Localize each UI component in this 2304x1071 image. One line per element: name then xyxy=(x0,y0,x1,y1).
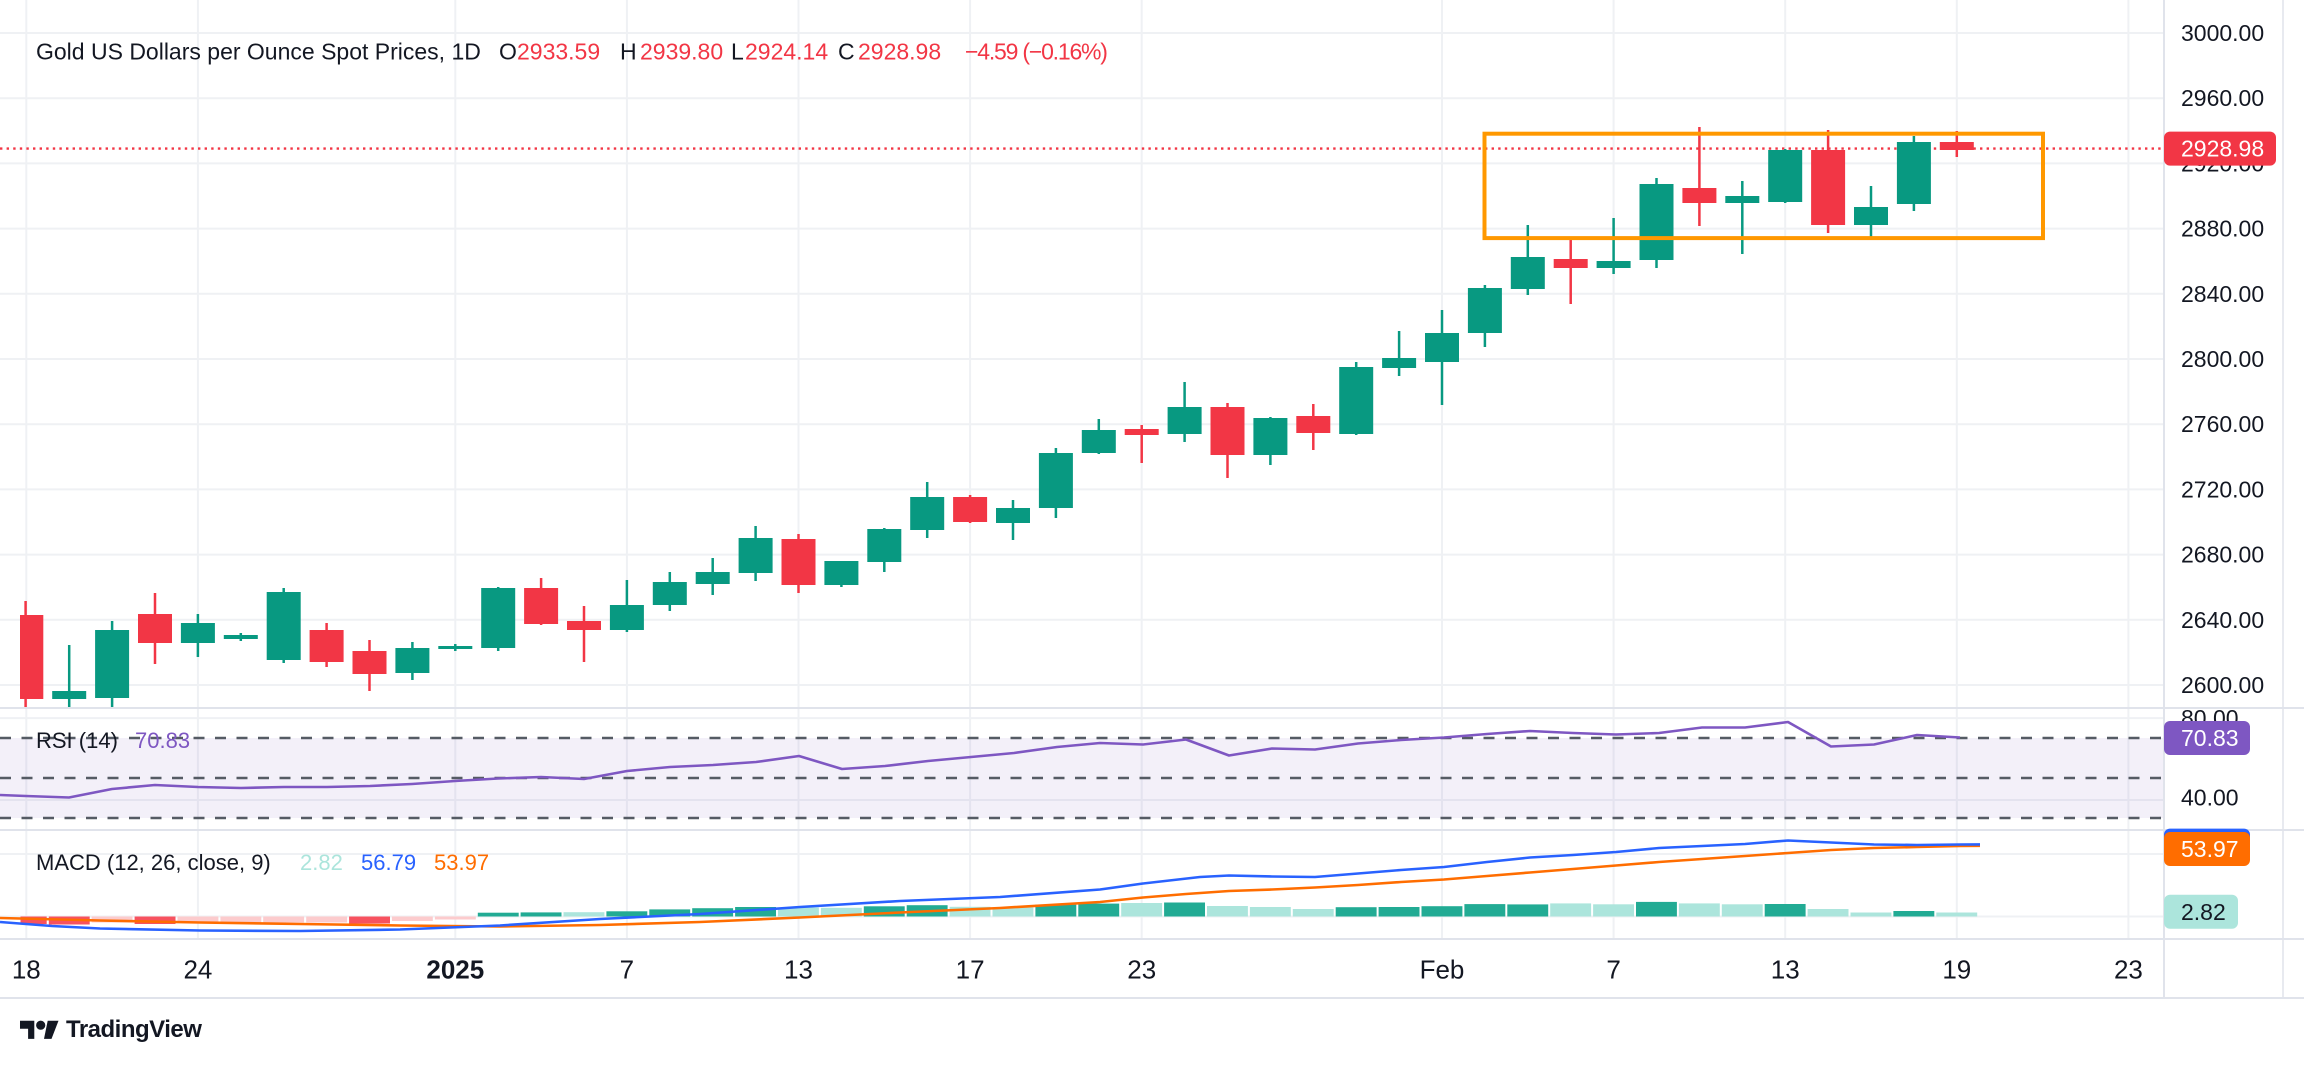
svg-text:Gold US Dollars per Ounce Spot: Gold US Dollars per Ounce Spot Prices, 1… xyxy=(36,39,1107,65)
svg-text:2680.00: 2680.00 xyxy=(2181,542,2264,568)
svg-text:2720.00: 2720.00 xyxy=(2181,476,2264,502)
svg-text:RSI (14)70.83: RSI (14) 70.83 xyxy=(36,728,190,753)
svg-text:53.97: 53.97 xyxy=(2181,836,2239,862)
svg-text:2.82: 2.82 xyxy=(2181,899,2226,925)
svg-text:40.00: 40.00 xyxy=(2181,785,2239,811)
svg-text:70.83: 70.83 xyxy=(2181,725,2239,751)
svg-text:24: 24 xyxy=(183,955,212,985)
svg-text:13: 13 xyxy=(784,955,813,985)
svg-text:13: 13 xyxy=(1771,955,1800,985)
svg-text:2880.00: 2880.00 xyxy=(2181,216,2264,242)
svg-text:Feb: Feb xyxy=(1420,955,1465,985)
svg-text:7: 7 xyxy=(1606,955,1620,985)
svg-text:2840.00: 2840.00 xyxy=(2181,281,2264,307)
svg-text:17: 17 xyxy=(956,955,985,985)
svg-text:19: 19 xyxy=(1942,955,1971,985)
svg-text:7: 7 xyxy=(620,955,634,985)
svg-text:23: 23 xyxy=(1127,955,1156,985)
svg-text:2025: 2025 xyxy=(426,955,484,985)
svg-text:23: 23 xyxy=(2114,955,2143,985)
svg-text:18: 18 xyxy=(12,955,41,985)
svg-text:3000.00: 3000.00 xyxy=(2181,20,2264,46)
svg-text:2640.00: 2640.00 xyxy=(2181,607,2264,633)
svg-text:2800.00: 2800.00 xyxy=(2181,346,2264,372)
svg-text:2928.98: 2928.98 xyxy=(2181,136,2264,162)
svg-text:2600.00: 2600.00 xyxy=(2181,672,2264,698)
svg-text:TradingView: TradingView xyxy=(66,1016,202,1043)
svg-text:2760.00: 2760.00 xyxy=(2181,411,2264,437)
svg-text:2960.00: 2960.00 xyxy=(2181,85,2264,111)
